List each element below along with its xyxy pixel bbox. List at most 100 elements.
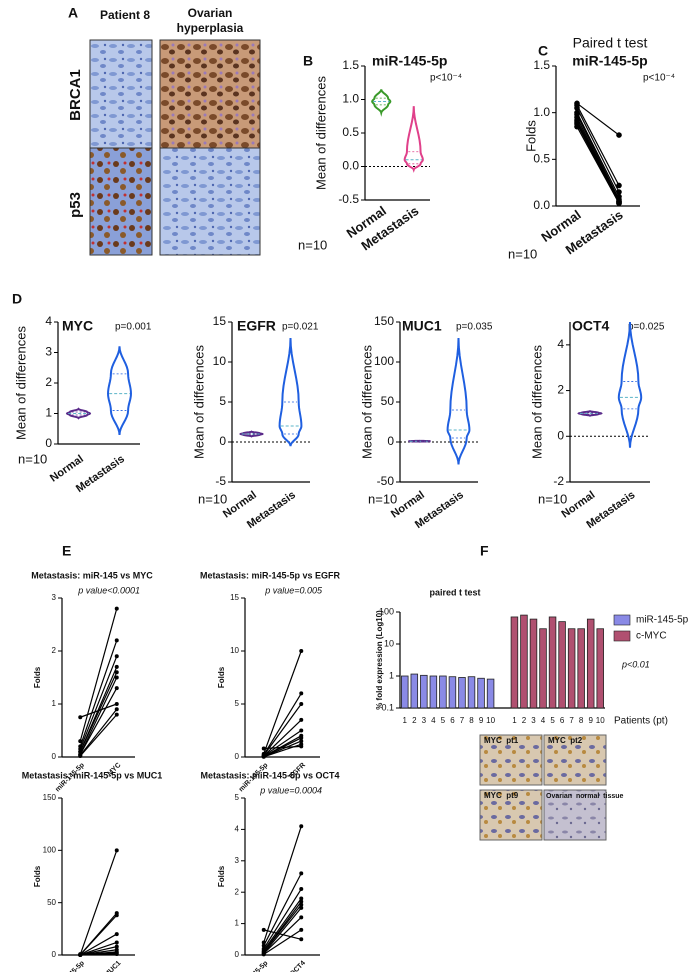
n-label: n=10 — [18, 451, 47, 466]
x-tick-label: 6 — [450, 716, 455, 725]
y-tick-label: 4 — [557, 337, 564, 351]
bar — [587, 619, 594, 708]
row-header: BRCA1 — [67, 69, 84, 121]
p-value: p=0.035 — [456, 322, 493, 333]
bar — [478, 678, 485, 708]
chart-title: MUC1 — [402, 318, 442, 334]
y-tick-label: 150 — [374, 314, 394, 328]
y-axis-label: Mean of differences — [313, 76, 328, 190]
point — [115, 607, 119, 611]
x-tick-label: miR-145-5p — [54, 960, 86, 972]
y-tick-label: 15 — [213, 314, 227, 328]
pair-line — [577, 105, 619, 185]
chart-title: OCT4 — [572, 318, 610, 334]
point — [299, 824, 303, 828]
x-tick-label: 1 — [512, 716, 517, 725]
y-tick-label: 4 — [235, 825, 240, 834]
n-label: n=10 — [538, 491, 567, 506]
chart-title: Metastasis: miR-145-5p vs EGFR — [200, 570, 341, 580]
point — [115, 940, 119, 944]
y-tick-label: 1.0 — [533, 105, 550, 119]
x-tick-label: 1 — [403, 716, 408, 725]
y-axis-label: % fold expression (Log10) — [375, 610, 384, 710]
y-tick-label: 2 — [52, 646, 57, 655]
point — [574, 124, 580, 130]
y-tick-label: 100 — [43, 845, 57, 854]
point — [299, 742, 303, 746]
y-tick-label: 5 — [235, 699, 240, 708]
y-tick-label: 1 — [52, 699, 57, 708]
y-tick-label: 100 — [374, 354, 394, 368]
point — [115, 638, 119, 642]
p-value: p<0.01 — [621, 659, 650, 669]
x-tick-label: 3 — [422, 716, 427, 725]
point — [78, 754, 82, 758]
legend-swatch — [614, 631, 630, 641]
y-tick-label: 2 — [45, 375, 52, 389]
violin — [619, 322, 641, 448]
pair-line — [264, 908, 302, 954]
p-value: p value=0.005 — [264, 585, 323, 595]
bar — [401, 676, 408, 708]
bar — [597, 629, 604, 708]
y-axis-label: Folds — [217, 666, 226, 688]
bar — [411, 674, 418, 708]
y-axis-label: Mean of differences — [359, 345, 374, 459]
n-label: n=10 — [368, 491, 397, 506]
image-label: MYC pt9 — [484, 791, 519, 800]
pair-line — [577, 115, 619, 200]
bar — [540, 629, 547, 708]
point — [299, 718, 303, 722]
bar — [511, 617, 518, 708]
y-tick-label: 3 — [52, 593, 57, 602]
legend-swatch — [614, 615, 630, 625]
chart-title: Metastasis: miR-145-5p vs OCT4 — [200, 770, 339, 780]
x-tick-label: 5 — [550, 716, 555, 725]
ihc-image — [90, 148, 152, 255]
x-tick-label: 7 — [569, 716, 574, 725]
point — [115, 913, 119, 917]
pair-line — [80, 640, 117, 746]
y-tick-label: 0 — [219, 434, 226, 448]
chart-title: Metastasis: miR-145 vs MYC — [31, 570, 153, 580]
bar — [449, 677, 456, 708]
x-tick-label: 4 — [431, 716, 436, 725]
y-tick-label: 0 — [52, 752, 57, 761]
point — [115, 654, 119, 658]
y-tick-label: 3 — [45, 345, 52, 359]
x-tick-label: 10 — [596, 716, 605, 725]
point — [115, 951, 119, 955]
panel-letter: E — [62, 543, 71, 559]
chart-title: Paired t test — [573, 35, 648, 51]
point — [262, 928, 266, 932]
point — [299, 871, 303, 875]
x-tick-label: 2 — [522, 716, 527, 725]
point — [115, 848, 119, 852]
y-tick-label: 1.5 — [533, 58, 550, 72]
y-tick-label: 0 — [387, 434, 394, 448]
x-tick-label: miR-145-5p — [238, 960, 270, 972]
y-tick-label: 0.0 — [342, 159, 359, 173]
x-tick-label: 4 — [541, 716, 546, 725]
x-tick-label: 6 — [560, 716, 565, 725]
bar — [459, 677, 466, 708]
x-tick-label: OCT4 — [289, 960, 307, 972]
y-tick-label: 2 — [235, 887, 240, 896]
point — [115, 665, 119, 669]
y-tick-label: 4 — [45, 314, 52, 328]
point — [299, 729, 303, 733]
y-tick-label: 50 — [47, 898, 56, 907]
ihc-image — [160, 148, 260, 255]
point — [299, 649, 303, 653]
y-axis-label: Mean of differences — [191, 345, 206, 459]
legend-label: miR-145-5p — [636, 615, 689, 626]
point — [262, 952, 266, 956]
p-value: p<10⁻⁴ — [643, 73, 675, 84]
panel-letter: C — [538, 43, 548, 59]
n-label: n=10 — [508, 246, 537, 261]
y-tick-label: 0.5 — [342, 125, 359, 139]
x-tick-label: 8 — [469, 716, 474, 725]
bar — [549, 617, 556, 708]
chart-title: miR-145-5p — [372, 53, 447, 69]
y-tick-label: 50 — [381, 394, 395, 408]
